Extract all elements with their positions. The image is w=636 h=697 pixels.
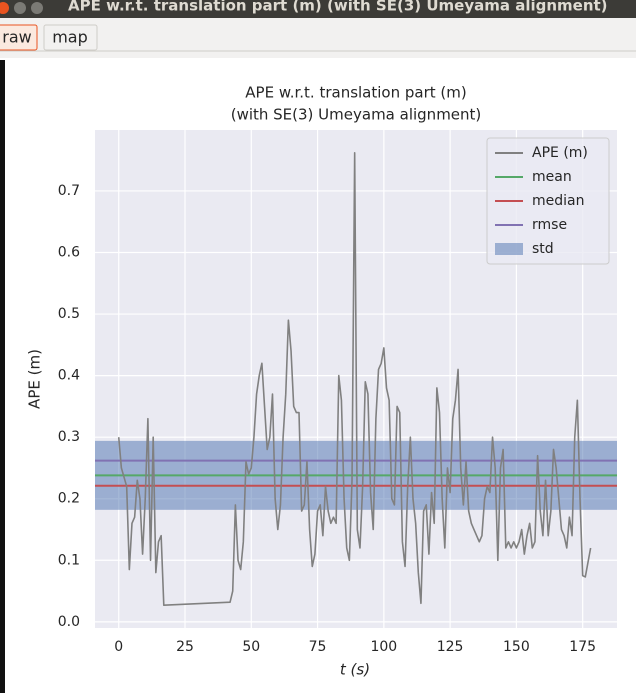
y-axis-label: APE (m) (26, 349, 44, 409)
y-tick-label: 0.1 (58, 552, 80, 568)
y-tick-label: 0.3 (58, 429, 80, 445)
legend-swatch (495, 243, 523, 255)
legend-box (486, 137, 610, 265)
y-tick-label: 0.4 (58, 368, 80, 384)
tab-label[interactable]: map (52, 28, 88, 47)
x-tick-label: 150 (503, 639, 530, 655)
minimize-button[interactable] (14, 2, 26, 14)
maximize-button[interactable] (31, 2, 43, 14)
y-tick-label: 0.5 (58, 306, 80, 322)
legend-label: mean (532, 169, 572, 185)
x-tick-label: 0 (114, 639, 123, 655)
close-button[interactable] (0, 2, 9, 14)
tab-label[interactable]: raw (2, 28, 31, 47)
x-tick-label: 175 (569, 639, 596, 655)
y-tick-label: 0.7 (58, 183, 80, 199)
title-bar (0, 0, 636, 18)
legend-label: std (532, 241, 554, 257)
y-tick-label: 0.0 (58, 614, 80, 630)
x-tick-label: 75 (309, 639, 327, 655)
y-tick-label: 0.2 (58, 491, 80, 507)
window-title: APE w.r.t. translation part (m) (with SE… (68, 0, 608, 15)
x-tick-label: 100 (370, 639, 397, 655)
window-edge (0, 60, 5, 693)
x-tick-label: 125 (437, 639, 464, 655)
chart-title: APE w.r.t. translation part (m) (245, 84, 466, 102)
tab[interactable] (0, 24, 38, 51)
legend-label: median (532, 193, 584, 209)
y-tick-label: 0.6 (58, 244, 80, 260)
x-axis-label: t (s) (340, 661, 370, 679)
x-tick-label: 25 (176, 639, 194, 655)
tab[interactable] (43, 24, 98, 51)
legend-label: APE (m) (532, 145, 588, 161)
legend-label: rmse (532, 217, 567, 233)
ape-line (117, 151, 592, 607)
x-tick-label: 50 (242, 639, 260, 655)
chart-subtitle: (with SE(3) Umeyama alignment) (231, 106, 482, 124)
